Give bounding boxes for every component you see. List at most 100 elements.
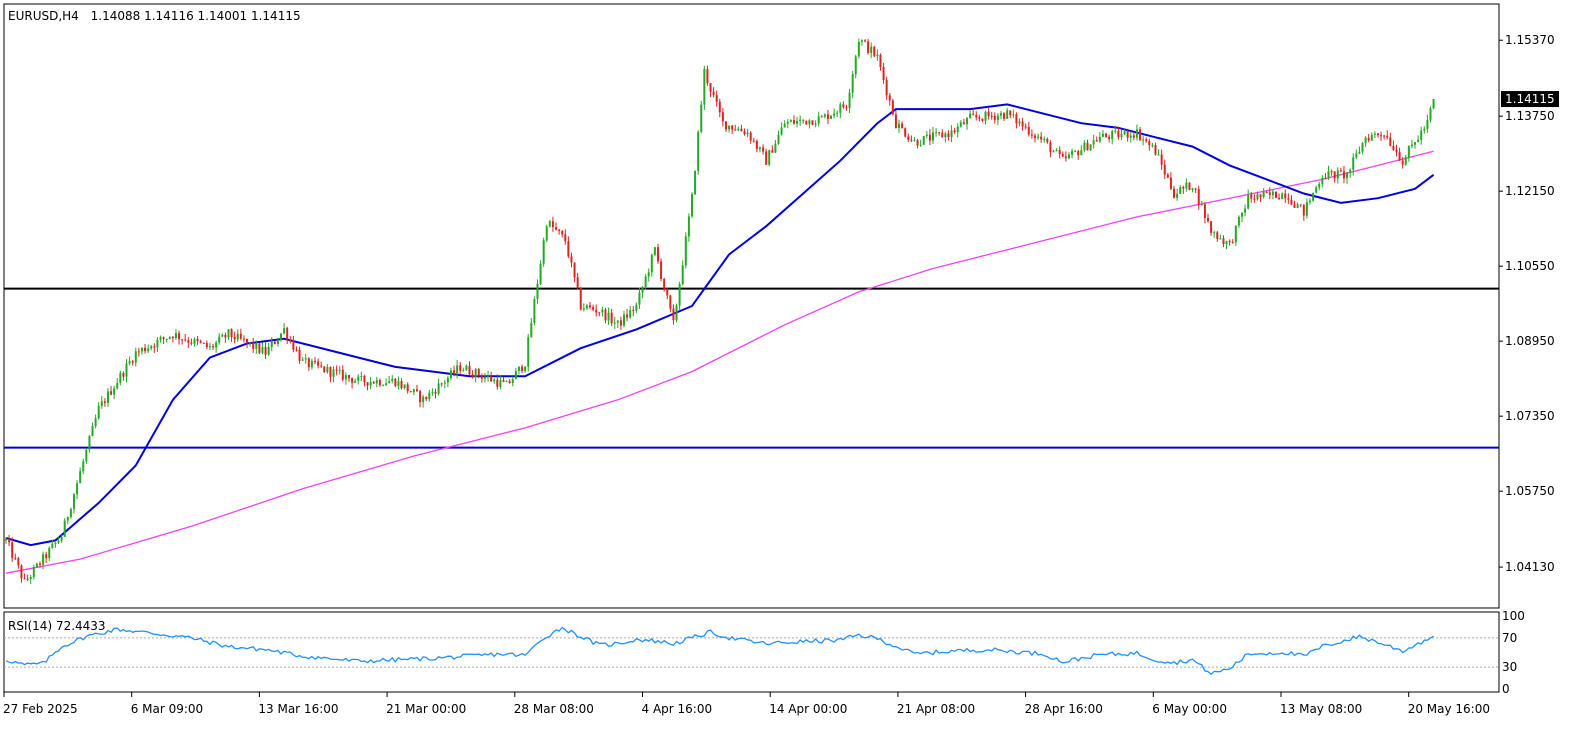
time-tick-label: 14 Apr 00:00: [769, 702, 847, 716]
candle-body: [916, 140, 919, 146]
candle-body: [236, 333, 239, 340]
candle-body: [1067, 154, 1070, 159]
candle-body: [1281, 193, 1284, 200]
candle-body: [57, 540, 60, 543]
candle-body: [1203, 204, 1206, 219]
candle-body: [928, 134, 931, 141]
candle-body: [276, 339, 279, 344]
candle-body: [848, 92, 851, 109]
candle-body: [703, 69, 706, 105]
candle-body: [51, 543, 54, 549]
candle-body: [1312, 192, 1315, 201]
candle-body: [369, 381, 372, 386]
time-axis: 27 Feb 2025 6 Mar 09:00 13 Mar 16:00 21 Mar…: [3, 692, 1490, 716]
candle-body: [749, 132, 752, 141]
candle-body: [205, 343, 208, 348]
candle-body: [567, 241, 570, 257]
candle-body: [103, 401, 106, 403]
candle-body: [1287, 198, 1290, 200]
candle-body: [72, 494, 75, 510]
candle-body: [1250, 194, 1253, 199]
candle-body: [1154, 145, 1157, 155]
candle-body: [830, 115, 833, 119]
candle-body: [589, 305, 592, 308]
time-tick-label: 20 May 16:00: [1408, 702, 1490, 716]
candle-body: [623, 314, 625, 326]
candle-body: [162, 337, 165, 340]
candle-body: [85, 449, 88, 462]
rsi-label: RSI(14) 72.4433: [8, 619, 106, 633]
candle-body: [397, 381, 400, 387]
candle-body: [425, 396, 428, 400]
candle-body: [1080, 150, 1083, 156]
candle-body: [323, 366, 326, 373]
candle-body: [462, 370, 465, 372]
candle-body: [885, 79, 888, 96]
candle-body: [208, 346, 211, 348]
candle-body: [1247, 194, 1250, 209]
candle-body: [406, 384, 409, 392]
candle-body: [873, 46, 876, 57]
candle-body: [737, 128, 740, 131]
candle-body: [1046, 138, 1049, 143]
candle-body: [471, 374, 474, 378]
candle-body: [347, 375, 350, 379]
candle-body: [1132, 135, 1135, 138]
candle-body: [140, 347, 143, 352]
time-tick-label: 4 Apr 16:00: [642, 702, 713, 716]
candle-body: [329, 366, 332, 377]
candle-body: [168, 336, 171, 339]
candle-body: [533, 299, 536, 323]
candle-body: [360, 376, 363, 378]
candle-body: [1169, 177, 1172, 189]
candle-body: [561, 230, 564, 235]
candle-body: [811, 120, 814, 125]
candle-body: [69, 509, 72, 518]
candle-body: [706, 69, 709, 84]
candle-body: [836, 112, 839, 114]
candle-body: [193, 339, 196, 344]
rsi-pane-frame: [3, 611, 1500, 693]
candle-body: [1284, 193, 1287, 199]
candle-body: [227, 329, 230, 338]
price-tick-label: 1.15370: [1505, 33, 1555, 47]
candle-body: [857, 41, 860, 57]
candle-body: [616, 320, 619, 323]
candle-body: [1027, 126, 1030, 135]
candle-body: [422, 396, 425, 403]
candle-body: [870, 46, 873, 53]
candle-body: [1117, 130, 1120, 138]
candle-body: [996, 115, 999, 120]
candle-body: [128, 361, 131, 364]
candle-body: [1315, 187, 1318, 193]
candle-body: [437, 383, 440, 394]
candle-body: [1176, 193, 1179, 198]
candle-body: [1098, 136, 1101, 142]
candle-body: [1339, 170, 1342, 172]
candle-body: [493, 379, 496, 382]
candle-body: [1216, 232, 1219, 239]
candle-body: [882, 67, 885, 80]
price-axis: 1.15370 1.13750 1.12150 1.10550 1.08950 1.073…: [1499, 33, 1555, 574]
time-tick-label: 13 May 08:00: [1280, 702, 1362, 716]
candle-body: [184, 339, 187, 341]
candle-body: [854, 56, 857, 75]
candle-body: [894, 114, 897, 128]
candle-body: [607, 312, 610, 321]
candle-body: [972, 113, 975, 115]
candle-body: [530, 322, 533, 338]
candle-body: [681, 265, 684, 285]
candle-body: [610, 312, 613, 324]
candle-body: [212, 346, 215, 348]
candle-body: [1244, 208, 1247, 213]
candle-body: [91, 426, 94, 437]
candle-body: [604, 309, 607, 321]
candle-body: [765, 151, 768, 165]
candle-body: [273, 341, 276, 344]
candle-body: [97, 405, 100, 419]
candle-body: [1197, 189, 1200, 205]
time-tick-label: 28 Apr 16:00: [1025, 702, 1103, 716]
candle-body: [746, 132, 749, 135]
candle-body: [134, 351, 137, 363]
